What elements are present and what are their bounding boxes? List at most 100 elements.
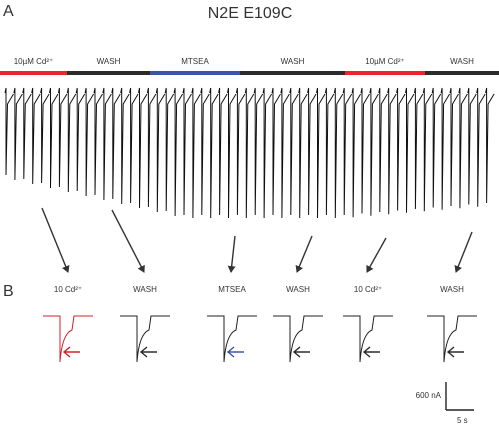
trace xyxy=(387,87,397,215)
scale-label: 600 nA xyxy=(416,391,442,400)
trace xyxy=(405,87,415,213)
trace xyxy=(316,87,326,219)
trace xyxy=(31,87,41,185)
trace xyxy=(396,87,406,211)
trace xyxy=(307,87,317,216)
condition-label: WASH xyxy=(97,57,121,66)
trace xyxy=(43,315,93,363)
condition-label: WASH xyxy=(450,57,474,66)
condition-label: 10µM Cd²⁺ xyxy=(14,57,54,66)
arrow-indicator xyxy=(292,346,310,358)
trace xyxy=(164,87,175,212)
trace-example xyxy=(427,315,477,363)
trace-example xyxy=(120,315,170,363)
arrow-indicator xyxy=(362,346,380,358)
arrow-indicator xyxy=(62,346,80,358)
arrow xyxy=(295,235,313,273)
arrow xyxy=(111,209,145,273)
trace xyxy=(13,87,23,181)
trace xyxy=(351,87,362,218)
condition-label: WASH xyxy=(281,57,305,66)
trace xyxy=(227,87,237,219)
trace xyxy=(57,87,68,188)
arrow xyxy=(227,235,236,273)
trace xyxy=(333,87,344,219)
trace xyxy=(138,87,148,209)
trace xyxy=(253,87,264,216)
trace xyxy=(4,87,14,176)
arrow xyxy=(41,207,70,273)
trace xyxy=(298,87,308,219)
trace xyxy=(431,87,442,208)
arrow xyxy=(454,231,473,273)
trace xyxy=(273,315,323,363)
panel-label: B xyxy=(3,283,14,300)
trace xyxy=(467,87,477,205)
trace xyxy=(413,87,424,210)
current-traces xyxy=(4,87,495,219)
trace xyxy=(49,87,59,189)
trace-label: 10 Cd²⁺ xyxy=(354,285,382,294)
trace xyxy=(102,87,112,201)
trace xyxy=(209,87,219,219)
trace xyxy=(22,87,32,180)
condition-label: MTSEA xyxy=(181,57,209,66)
trace xyxy=(324,87,335,216)
trace xyxy=(173,87,184,217)
trace xyxy=(218,87,228,216)
trace xyxy=(244,87,255,219)
trace xyxy=(342,87,353,216)
trace xyxy=(427,315,477,363)
trace xyxy=(485,87,495,204)
panel-label: A xyxy=(3,3,14,20)
trace xyxy=(369,87,379,216)
trace xyxy=(182,87,192,216)
condition-label: 10µM Cd²⁺ xyxy=(365,57,405,66)
trace xyxy=(84,87,95,197)
trace-label: 10 Cd²⁺ xyxy=(54,285,82,294)
condition-bar xyxy=(150,71,240,75)
trace xyxy=(422,87,433,212)
trace-example xyxy=(273,315,323,363)
trace xyxy=(200,87,210,216)
trace xyxy=(378,87,388,213)
trace-label: WASH xyxy=(133,285,157,294)
trace xyxy=(40,87,50,184)
trace xyxy=(262,87,273,219)
arrow xyxy=(366,237,387,273)
trace xyxy=(75,87,86,192)
trace xyxy=(93,87,103,196)
arrow-indicator xyxy=(446,346,464,358)
trace xyxy=(458,87,468,209)
trace-label: MTSEA xyxy=(218,285,246,294)
trace-label: WASH xyxy=(286,285,310,294)
scale-bar: 600 nA 5 s xyxy=(416,382,474,425)
trace xyxy=(360,87,370,214)
condition-bar xyxy=(345,71,425,75)
trace xyxy=(476,87,486,207)
condition-bar xyxy=(425,71,499,75)
trace xyxy=(191,87,201,219)
arrow-indicator xyxy=(226,346,244,358)
trace-example xyxy=(343,315,393,363)
figure-title: N2E E109C xyxy=(208,5,293,22)
pointer-arrows xyxy=(41,207,473,273)
trace xyxy=(111,87,121,200)
condition-bar xyxy=(0,71,67,75)
trace xyxy=(120,87,130,205)
trace xyxy=(66,87,77,193)
trace xyxy=(271,87,281,216)
trace xyxy=(280,87,290,219)
trace xyxy=(120,315,170,363)
trace xyxy=(289,87,299,216)
trace xyxy=(440,87,451,210)
condition-bar xyxy=(67,71,150,75)
trace xyxy=(155,87,166,213)
trace xyxy=(235,87,246,216)
arrow-indicator xyxy=(139,346,157,358)
trace xyxy=(129,87,139,204)
trace xyxy=(343,315,393,363)
scale-label: 5 s xyxy=(457,416,468,425)
condition-bar xyxy=(240,71,345,75)
